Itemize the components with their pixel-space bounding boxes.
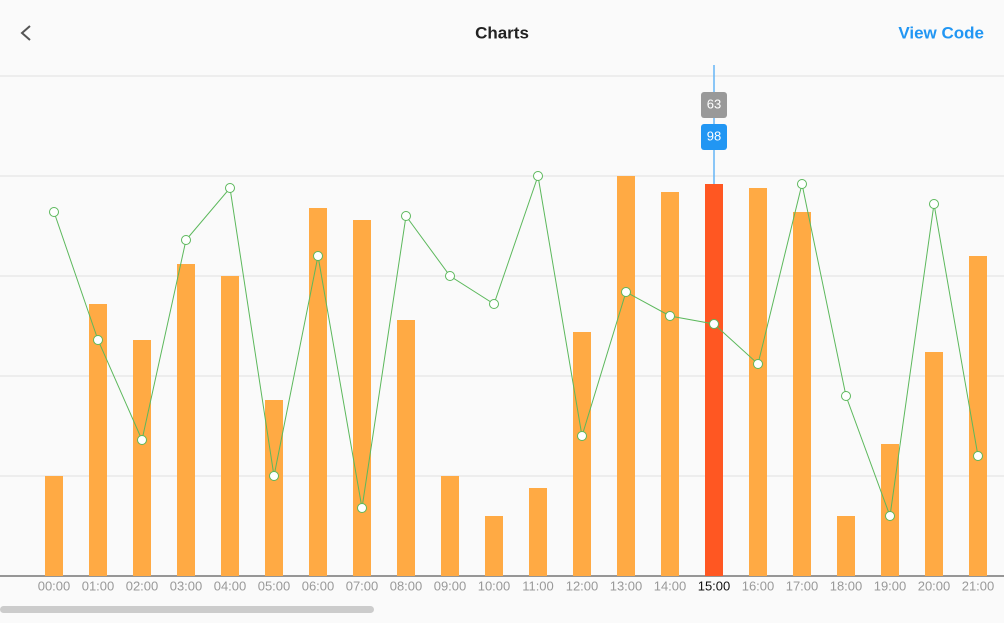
bar [89, 304, 107, 576]
bar [265, 400, 283, 576]
x-tick-label: 14:00 [654, 578, 687, 593]
bar [925, 352, 943, 576]
line-point [753, 359, 763, 369]
x-tick-label: 15:00 [698, 578, 731, 593]
line-point [929, 199, 939, 209]
x-tick-label: 12:00 [566, 578, 599, 593]
x-tick-label: 17:00 [786, 578, 819, 593]
x-tick-label: 10:00 [478, 578, 511, 593]
bar [45, 476, 63, 576]
line-point [313, 251, 323, 261]
bar [969, 256, 987, 576]
bar [749, 188, 767, 576]
line-point [49, 207, 59, 217]
line-point [885, 511, 895, 521]
line-point [401, 211, 411, 221]
bar [353, 220, 371, 576]
bar [573, 332, 591, 576]
bar [309, 208, 327, 576]
bar [221, 276, 239, 576]
bar [617, 176, 635, 576]
plot: 00:00 01:00 02:00 03:00 04:00 05:00 06:00 07:00… [0, 65, 1004, 593]
x-tick-label: 00:00 [38, 578, 71, 593]
line-point [357, 503, 367, 513]
bar [793, 212, 811, 576]
bar [529, 488, 547, 576]
line-point [225, 183, 235, 193]
line-point [709, 319, 719, 329]
bar [133, 340, 151, 576]
bar [705, 184, 723, 576]
x-tick-label: 09:00 [434, 578, 467, 593]
line-point [489, 299, 499, 309]
line-point [621, 287, 631, 297]
x-tick-label: 05:00 [258, 578, 291, 593]
x-tick-label: 16:00 [742, 578, 775, 593]
line-point [533, 171, 543, 181]
x-tick-label: 20:00 [918, 578, 951, 593]
x-tick-label: 08:00 [390, 578, 423, 593]
line-point [93, 335, 103, 345]
x-tick-label: 18:00 [830, 578, 863, 593]
x-tick-label: 01:00 [82, 578, 115, 593]
bar [441, 476, 459, 576]
line-point [181, 235, 191, 245]
line-point [797, 179, 807, 189]
line-point [137, 435, 147, 445]
view-code-button[interactable]: View Code [898, 23, 984, 42]
line-point [445, 271, 455, 281]
line-point [269, 471, 279, 481]
x-tick-label: 07:00 [346, 578, 379, 593]
line-point [973, 451, 983, 461]
header-title: Charts [475, 23, 529, 42]
tooltip-badge [701, 92, 727, 118]
x-tick-label: 04:00 [214, 578, 247, 593]
tooltip-value: 98 [707, 128, 721, 143]
scrollbar [0, 606, 374, 613]
back-button[interactable] [20, 25, 31, 41]
bar [661, 192, 679, 576]
line-point [841, 391, 851, 401]
bar [881, 444, 899, 576]
bar [485, 516, 503, 576]
line-point [577, 431, 587, 441]
tooltip-value: 63 [707, 96, 721, 111]
line-point [665, 311, 675, 321]
x-tick-label: 02:00 [126, 578, 159, 593]
bar [837, 516, 855, 576]
bar [397, 320, 415, 576]
x-tick-label: 19:00 [874, 578, 907, 593]
x-tick-label: 11:00 [522, 578, 554, 593]
x-tick-label: 13:00 [610, 578, 643, 593]
bar [177, 264, 195, 576]
x-tick-label: 21:00 [962, 578, 995, 593]
tooltip-badge [701, 124, 727, 150]
line [53, 175, 979, 517]
x-tick-label: 03:00 [170, 578, 203, 593]
x-tick-label: 06:00 [302, 578, 335, 593]
